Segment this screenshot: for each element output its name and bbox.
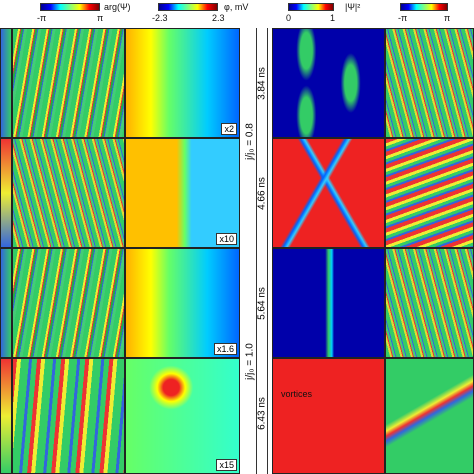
- colorbar-min: -π: [37, 13, 47, 23]
- zoom-label: x2: [221, 123, 237, 135]
- phase-panel: [385, 358, 474, 474]
- phase-panel: [385, 248, 474, 358]
- phase-panel: [12, 138, 125, 248]
- panel: [0, 28, 12, 138]
- colorbar-max: 1: [330, 13, 336, 23]
- colorbar-max: π: [444, 13, 451, 23]
- phase-panel: [12, 358, 125, 474]
- colorbar-min: 0: [286, 13, 292, 23]
- zoom-label: x1.6: [213, 343, 237, 355]
- time-label: 5.64 ns: [256, 287, 268, 320]
- colorbar: [40, 3, 100, 11]
- annotation: vortices: [281, 389, 313, 399]
- panel: [0, 358, 12, 474]
- colorbar-label: arg(Ψ): [104, 2, 131, 12]
- potential-panel: x2: [125, 28, 240, 138]
- potential-panel: x15: [125, 358, 240, 474]
- density-panel: vortices: [272, 358, 385, 474]
- density-panel: [272, 248, 385, 358]
- colorbar-min: -2.3: [152, 13, 168, 23]
- colorbar-label: φ, mV: [224, 2, 249, 12]
- colorbar: [288, 3, 334, 11]
- panel: [0, 138, 12, 248]
- colorbar-label: |Ψ|²: [345, 2, 361, 12]
- density-panel: [272, 138, 385, 248]
- phase-panel: [12, 248, 125, 358]
- density-panel: [272, 28, 385, 138]
- zoom-label: x15: [216, 459, 237, 471]
- colorbar-max: 2.3: [212, 13, 225, 23]
- colorbar: [400, 3, 448, 11]
- time-label: 6.43 ns: [256, 397, 268, 430]
- panel: [0, 248, 12, 358]
- strip: [256, 28, 268, 474]
- colorbar: [158, 3, 218, 11]
- time-label: 3.84 ns: [256, 67, 268, 100]
- time-label: 4.66 ns: [256, 177, 268, 210]
- zoom-label: x10: [216, 233, 237, 245]
- phase-panel: [12, 28, 125, 138]
- current-label: j/j₀ = 1.0: [244, 321, 256, 402]
- potential-panel: x1.6: [125, 248, 240, 358]
- colorbar-max: π: [97, 13, 104, 23]
- phase-panel: [385, 28, 474, 138]
- current-label: j/j₀ = 0.8: [244, 101, 256, 182]
- phase-panel: [385, 138, 474, 248]
- colorbar-min: -π: [398, 13, 408, 23]
- potential-panel: x10: [125, 138, 240, 248]
